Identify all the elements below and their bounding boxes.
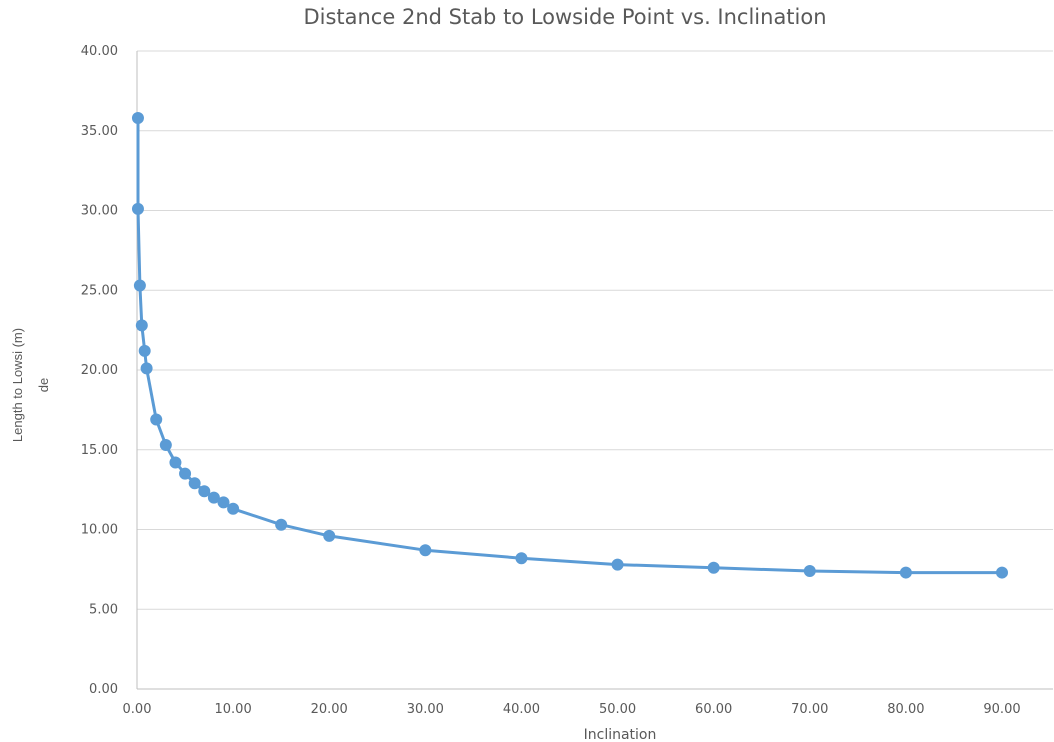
series-line [136,116,1004,575]
data-point [419,544,432,557]
data-point [179,467,192,480]
y-tick-label: 10.00 [81,523,118,538]
y-tick-labels: 0.00 5.00 10.00 15.00 20.00 25.00 30.00 35.00 40… [81,44,118,697]
data-point [207,491,220,504]
data-point [150,413,163,426]
data-point [217,496,230,509]
gridlines [137,50,1053,610]
y-tick-label: 5.00 [89,602,118,617]
chart-title: Distance 2nd Stab to Lowside Point vs. I… [303,5,826,29]
x-tick-label: 30.00 [407,702,444,717]
x-axis-title: Inclination [584,727,657,742]
y-tick-label: 35.00 [81,124,118,139]
data-point [133,279,146,292]
data-point [803,564,816,577]
data-point [140,362,153,375]
data-point [515,552,528,565]
data-point [159,438,172,451]
data-point [899,566,912,579]
data-point [996,566,1008,579]
x-tick-label: 40.00 [503,702,540,717]
x-tick-labels: 0.00 10.00 20.00 30.00 40.00 50.00 60.00 70.00 8… [123,702,1021,717]
data-point [169,456,182,469]
data-point [227,502,240,515]
y-tick-label: 30.00 [81,204,118,219]
y-axis-title-line-1: Length to Lowsi (m) [10,328,25,442]
y-tick-label: 20.00 [81,363,118,378]
data-point [323,529,336,542]
data-point [131,202,144,215]
x-tick-label: 80.00 [887,702,924,717]
x-tick-label: 70.00 [791,702,828,717]
x-tick-label: 10.00 [215,702,252,717]
x-tick-label: 50.00 [599,702,636,717]
x-tick-label: 20.00 [311,702,348,717]
x-tick-label: 90.00 [983,702,1020,717]
data-point [188,477,201,490]
data-point [275,518,288,531]
x-tick-label: 60.00 [695,702,732,717]
y-tick-label: 15.00 [81,443,118,458]
y-tick-label: 25.00 [81,283,118,298]
y-axis-title: Length to Lowsi (m) de [10,328,51,442]
series-layer [131,111,1008,579]
y-axis-title-line-2: de [36,378,51,392]
data-point [611,558,624,571]
data-point [707,561,720,574]
data-point [198,485,211,498]
data-point [138,344,151,357]
y-tick-label: 40.00 [81,44,118,59]
y-tick-label: 0.00 [89,682,118,697]
data-point [135,319,148,332]
x-tick-label: 0.00 [123,702,152,717]
data-point [131,111,144,124]
